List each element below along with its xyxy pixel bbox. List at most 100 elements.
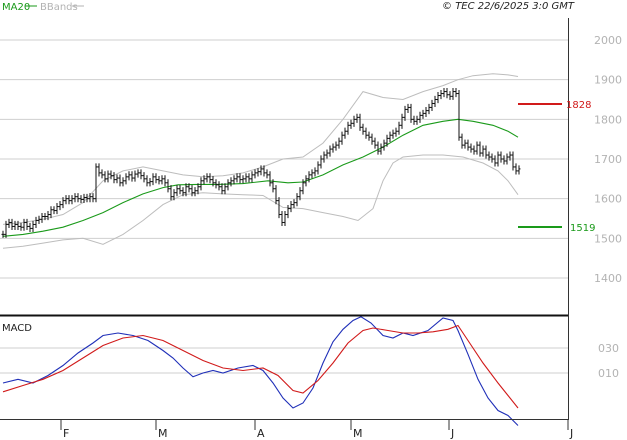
price-bar bbox=[268, 171, 272, 187]
price-bar bbox=[163, 175, 167, 187]
price-bar bbox=[361, 123, 365, 135]
price-tick-label: 1400 bbox=[594, 272, 622, 285]
price-bar bbox=[172, 189, 176, 201]
price-bar bbox=[307, 171, 311, 183]
price-bar bbox=[211, 176, 215, 187]
copyright-timestamp: © TEC 22/6/2025 3:0 GMT bbox=[442, 1, 575, 12]
price-bar bbox=[493, 155, 497, 167]
price-bar bbox=[142, 172, 146, 183]
price-bar bbox=[34, 216, 38, 229]
price-bar bbox=[205, 173, 209, 183]
price-bar bbox=[289, 201, 293, 213]
price-panel bbox=[0, 18, 568, 314]
price-bar bbox=[427, 103, 431, 115]
price-bar bbox=[403, 105, 407, 121]
price-bar bbox=[97, 163, 101, 177]
price-bar bbox=[319, 155, 323, 169]
price-bar bbox=[358, 113, 362, 131]
price-bar bbox=[94, 163, 98, 203]
price-bar bbox=[238, 173, 242, 184]
price-bar bbox=[484, 145, 488, 159]
price-bar bbox=[262, 165, 266, 177]
price-bar bbox=[460, 133, 464, 149]
month-label: A bbox=[257, 427, 265, 440]
price-bar bbox=[16, 220, 20, 231]
price-bar bbox=[43, 212, 47, 221]
price-bar bbox=[103, 171, 107, 183]
price-bar bbox=[400, 113, 404, 129]
price-bar bbox=[517, 165, 521, 175]
price-bar bbox=[385, 134, 389, 147]
price-bar bbox=[346, 121, 350, 135]
price-bar bbox=[274, 185, 278, 205]
macd-label: MACD bbox=[2, 323, 32, 334]
price-bar bbox=[373, 137, 377, 149]
price-bar bbox=[331, 143, 335, 153]
price-bar bbox=[298, 187, 302, 201]
price-bar bbox=[235, 173, 239, 183]
price-bar bbox=[208, 173, 212, 184]
price-bar bbox=[328, 145, 332, 157]
price-bar bbox=[280, 210, 284, 227]
price-bar bbox=[418, 111, 422, 123]
price-bar bbox=[265, 169, 269, 179]
price-bar bbox=[370, 133, 374, 145]
price-bar bbox=[166, 179, 170, 193]
price-bar bbox=[250, 171, 254, 183]
price-bar bbox=[7, 218, 11, 229]
price-bar bbox=[412, 115, 416, 125]
macd-line bbox=[2, 316, 519, 426]
price-bar bbox=[112, 172, 116, 184]
price-bar bbox=[337, 137, 341, 149]
price-bar bbox=[430, 99, 434, 112]
price-bar bbox=[301, 179, 305, 195]
price-bar bbox=[28, 222, 32, 232]
price-bar bbox=[232, 175, 236, 185]
price-bar bbox=[475, 141, 479, 155]
price-bar bbox=[259, 165, 263, 176]
price-tick-label: 1700 bbox=[594, 153, 622, 166]
price-bar bbox=[220, 183, 224, 195]
price-bar bbox=[40, 212, 44, 223]
upper-level-value: 1828 bbox=[566, 100, 591, 111]
price-bar bbox=[202, 175, 206, 185]
price-bar bbox=[481, 145, 485, 157]
price-bar bbox=[199, 177, 203, 191]
price-bar bbox=[25, 218, 29, 231]
price-bar bbox=[175, 185, 179, 197]
price-bar bbox=[283, 210, 287, 227]
price-bar bbox=[226, 179, 230, 191]
price-bar bbox=[454, 87, 458, 98]
price-bar bbox=[478, 141, 482, 157]
price-bar bbox=[115, 174, 119, 184]
price-bar bbox=[19, 222, 23, 231]
bbands-legend-label: BBands bbox=[40, 2, 78, 13]
price-bar bbox=[49, 206, 53, 219]
price-bar bbox=[421, 109, 425, 119]
price-bar bbox=[217, 181, 221, 191]
price-bar bbox=[511, 151, 515, 171]
price-bar bbox=[313, 167, 317, 177]
price-bar bbox=[472, 145, 476, 155]
price-bar bbox=[253, 169, 257, 179]
signal-line bbox=[2, 324, 519, 409]
price-bar bbox=[355, 113, 359, 123]
price-bar bbox=[178, 185, 182, 195]
price-bar bbox=[229, 177, 233, 187]
month-label: J bbox=[569, 427, 573, 440]
price-series bbox=[1, 73, 521, 249]
price-bar bbox=[487, 151, 491, 161]
price-bar bbox=[349, 119, 353, 129]
price-bar bbox=[457, 89, 461, 141]
price-bar bbox=[88, 193, 92, 203]
price-bar bbox=[382, 139, 386, 151]
price-bar bbox=[325, 149, 329, 159]
price-bar bbox=[133, 170, 137, 182]
macd-tick-label: 030 bbox=[598, 342, 619, 355]
price-bar bbox=[187, 183, 191, 193]
price-bar bbox=[13, 220, 17, 231]
bbands-upper-line bbox=[2, 73, 519, 225]
price-bar bbox=[394, 127, 398, 137]
lower-level-value: 1519 bbox=[570, 223, 595, 234]
price-bar bbox=[127, 171, 131, 181]
